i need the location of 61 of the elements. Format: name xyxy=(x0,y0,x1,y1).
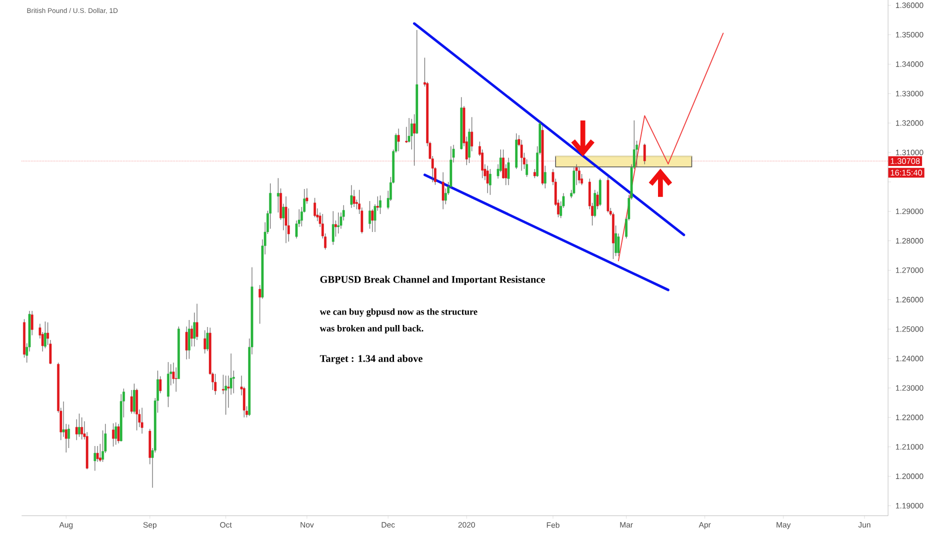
candlestick xyxy=(222,374,224,394)
candlestick xyxy=(185,326,188,360)
candlestick xyxy=(442,172,444,210)
candlestick xyxy=(332,210,334,246)
candlestick xyxy=(544,165,546,189)
candlestick xyxy=(520,139,523,171)
candlestick xyxy=(78,413,80,438)
candlestick xyxy=(470,116,474,152)
annotation: we can buy gbpusd now as the structure xyxy=(320,308,478,317)
annotation: was broken and pull back. xyxy=(320,324,424,334)
line-series xyxy=(618,32,724,262)
candlestick xyxy=(284,196,288,244)
candlestick xyxy=(68,424,70,448)
ref-line-label: 1.30708 xyxy=(890,158,920,164)
candlestick xyxy=(397,128,400,152)
candlestick xyxy=(188,320,190,360)
candlestick xyxy=(352,189,356,208)
candlestick xyxy=(117,423,120,444)
candlestick xyxy=(368,200,371,229)
candlestick xyxy=(114,422,118,445)
candlestick xyxy=(507,157,510,186)
candlestick xyxy=(578,167,580,184)
candlestick xyxy=(276,178,280,213)
candlestick xyxy=(413,114,416,166)
candlestick xyxy=(204,330,206,354)
candlestick xyxy=(314,197,316,218)
candlestick xyxy=(643,143,646,164)
candlestick xyxy=(376,196,379,211)
candlestick xyxy=(572,167,576,194)
candlestick xyxy=(174,366,178,392)
candlestick xyxy=(282,203,285,230)
candlestick xyxy=(196,303,198,340)
candlestick xyxy=(30,310,34,336)
candlestick xyxy=(617,233,620,256)
candlestick xyxy=(206,326,209,352)
candlestick xyxy=(130,390,133,414)
candlestick xyxy=(227,375,230,408)
candlestick xyxy=(371,208,374,232)
text: 16:15:40 xyxy=(890,170,922,176)
candlestick xyxy=(486,165,489,194)
candlestick xyxy=(258,284,262,324)
candlestick xyxy=(350,184,353,208)
candlestick xyxy=(167,362,170,408)
candlestick xyxy=(112,422,114,447)
candlestick xyxy=(214,373,217,395)
candlestick xyxy=(75,418,78,440)
candlestick xyxy=(62,401,65,438)
annotation: Target : 1.34 and above xyxy=(320,354,422,364)
candlestick xyxy=(159,376,162,394)
candlestick xyxy=(190,325,193,347)
annotation: GBPUSD Break Channel and Important Resistance xyxy=(320,276,545,285)
candlestick xyxy=(337,212,340,234)
candlestick xyxy=(140,407,144,434)
candlestick xyxy=(379,195,382,214)
candlestick xyxy=(488,168,492,196)
candlestick xyxy=(80,417,84,440)
candlestick xyxy=(132,383,136,414)
candlestick xyxy=(44,321,46,348)
candlestick xyxy=(533,168,536,178)
candlestick xyxy=(224,375,228,415)
candlestick xyxy=(94,446,96,471)
